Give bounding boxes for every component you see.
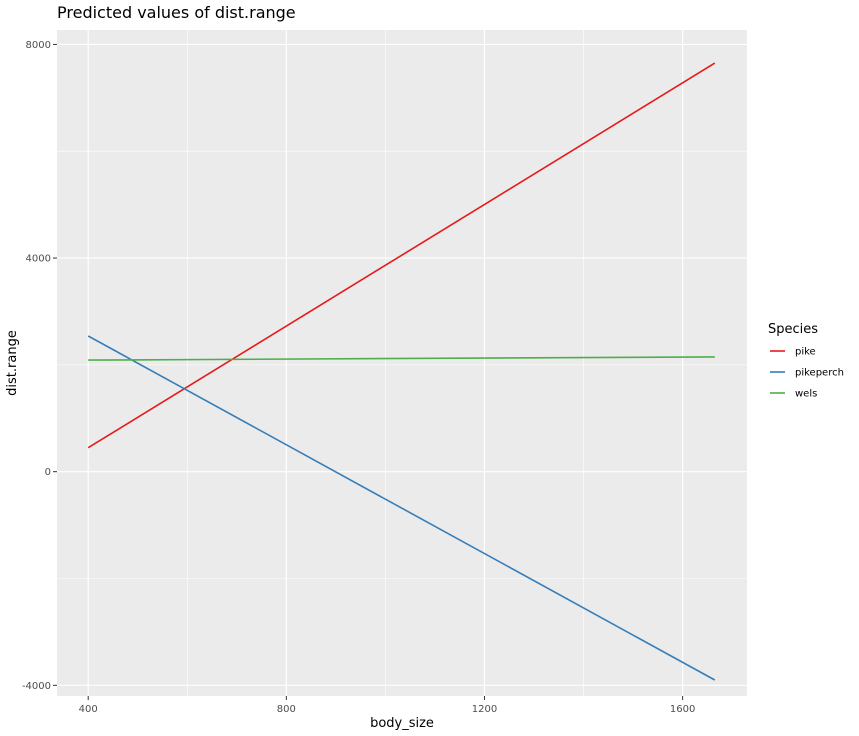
legend-label-wels: wels [795,389,817,400]
plot-panel [57,30,747,696]
x-tick-label: 800 [277,704,296,715]
series-line-pike [87,62,716,449]
series-line-wels [88,356,715,361]
legend-label-pike: pike [795,347,816,358]
y-tick-label: 8000 [26,40,51,51]
series-lines [87,62,716,681]
y-tick-label: 0 [45,467,51,478]
legend-label-pikeperch: pikeperch [795,368,844,379]
legend: Species pike pikeperch wels [768,322,844,401]
x-tick-label: 1200 [472,704,497,715]
y-tick-label: -4000 [22,681,51,692]
x-axis-title: body_size [370,716,434,731]
series-line-pikeperch [87,335,716,681]
x-tick-label: 1600 [670,704,695,715]
legend-title: Species [768,322,818,337]
x-axis: 400 800 1200 1600 [79,696,695,715]
y-axis: -4000 0 4000 8000 [22,40,57,692]
y-tick-label: 4000 [26,254,51,265]
minor-gridlines [57,30,747,696]
y-axis-title: dist.range [5,330,20,396]
x-tick-label: 400 [79,704,98,715]
major-gridlines [57,30,747,696]
chart-title: Predicted values of dist.range [57,3,296,22]
